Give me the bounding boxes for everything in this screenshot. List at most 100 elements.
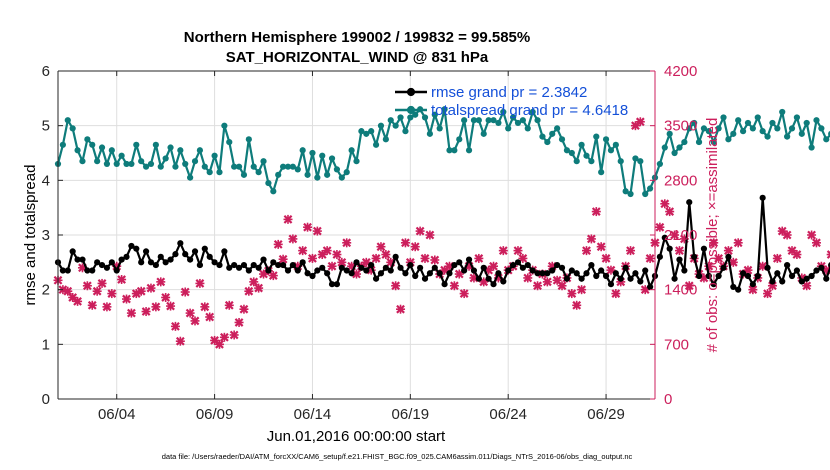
obs-point <box>670 230 680 240</box>
totalspread-point <box>617 158 624 165</box>
rmse-point <box>142 248 150 255</box>
obs-point <box>156 277 166 287</box>
totalspread-point <box>211 152 218 159</box>
obs-point <box>381 250 391 260</box>
totalspread-point <box>343 169 350 176</box>
obs-point <box>180 287 190 297</box>
obs-point <box>391 281 401 291</box>
rmse-point <box>133 245 140 252</box>
rmse-point <box>754 272 761 280</box>
rmse-point <box>260 256 267 263</box>
totalspread-point <box>563 147 571 154</box>
rmse-point <box>456 259 463 266</box>
totalspread-point <box>314 174 321 181</box>
totalspread-point <box>172 163 179 170</box>
totalspread-point <box>304 171 311 178</box>
obs-point <box>97 278 107 288</box>
rmse-point <box>94 259 101 266</box>
totalspread-point <box>568 149 575 157</box>
totalspread-point <box>598 169 605 176</box>
obs-point <box>254 283 264 293</box>
totalspread-point <box>333 166 341 173</box>
rmse-point <box>294 267 301 274</box>
obs-point <box>655 222 665 232</box>
totalspread-point <box>319 152 326 159</box>
rmse-point <box>299 259 306 266</box>
obs-point <box>645 253 655 263</box>
totalspread-point <box>666 130 673 137</box>
totalspread-point <box>803 119 810 127</box>
y2-tick-label: 3500 <box>664 118 697 135</box>
obs-point <box>107 289 117 299</box>
obs-point <box>557 281 567 291</box>
rmse-point <box>250 261 257 269</box>
obs-point <box>660 199 670 209</box>
totalspread-point <box>309 149 316 157</box>
totalspread-point <box>279 163 287 170</box>
totalspread-point <box>324 171 331 178</box>
rmse-point <box>245 267 252 274</box>
obs-point <box>312 226 322 236</box>
totalspread-point <box>372 141 380 148</box>
obs-point <box>151 302 161 312</box>
totalspread-point <box>201 163 208 170</box>
rmse-point <box>500 278 507 285</box>
rmse-point <box>348 270 355 277</box>
totalspread-point <box>627 190 634 198</box>
obs-point <box>518 253 528 263</box>
totalspread-point <box>784 133 791 140</box>
totalspread-point <box>226 138 233 146</box>
rmse-point <box>617 275 624 282</box>
rmse-point <box>240 261 248 269</box>
rmse-point <box>642 267 649 274</box>
rmse-point <box>363 267 370 274</box>
y2-tick-label: 4200 <box>664 63 697 80</box>
rmse-point <box>412 272 419 280</box>
totalspread-point <box>788 125 796 132</box>
obs-point <box>278 254 288 264</box>
x-tick-label: 06/14 <box>294 406 332 423</box>
totalspread-point <box>705 128 712 135</box>
rmse-point <box>593 272 600 280</box>
obs-point <box>298 246 308 256</box>
rmse-point <box>769 278 776 285</box>
totalspread-point <box>622 188 629 195</box>
rmse-point <box>118 256 125 263</box>
rmse-point <box>98 261 106 269</box>
y-tick-label: 4 <box>42 172 50 189</box>
rmse-point <box>421 275 429 282</box>
rmse-point <box>739 270 747 277</box>
y2-tick-label: 2800 <box>664 172 697 189</box>
obs-point <box>792 250 802 260</box>
totalspread-point <box>720 114 727 121</box>
obs-point <box>136 286 146 296</box>
obs-point <box>229 330 239 340</box>
rmse-point <box>705 272 712 280</box>
y-tick-label: 0 <box>42 391 50 408</box>
legend-marker-rmse <box>406 87 416 97</box>
legend: rmse grand pr = 2.3842 totalspread grand… <box>395 84 628 119</box>
rmse-point <box>749 281 756 288</box>
y-tick-label: 2 <box>42 282 50 299</box>
rmse-point <box>744 272 752 280</box>
rmse-point <box>84 267 91 274</box>
rmse-point <box>397 264 404 271</box>
y-tick-label: 3 <box>42 227 50 244</box>
obs-point <box>772 253 782 263</box>
totalspread-point <box>744 119 752 127</box>
rmse-point <box>377 270 385 277</box>
rmse-point <box>211 259 218 266</box>
totalspread-point <box>500 108 507 116</box>
y2-tick-label: 1400 <box>664 282 697 299</box>
totalspread-point <box>573 158 580 165</box>
rmse-point <box>314 267 321 274</box>
totalspread-point <box>260 158 267 165</box>
x-tick-label: 06/24 <box>489 406 527 423</box>
totalspread-point <box>808 144 815 151</box>
totalspread-point <box>485 117 492 124</box>
rmse-point <box>480 264 487 271</box>
rmse-point <box>196 261 204 269</box>
legend-marker-totalspread <box>406 105 416 115</box>
rmse-point <box>779 278 786 285</box>
